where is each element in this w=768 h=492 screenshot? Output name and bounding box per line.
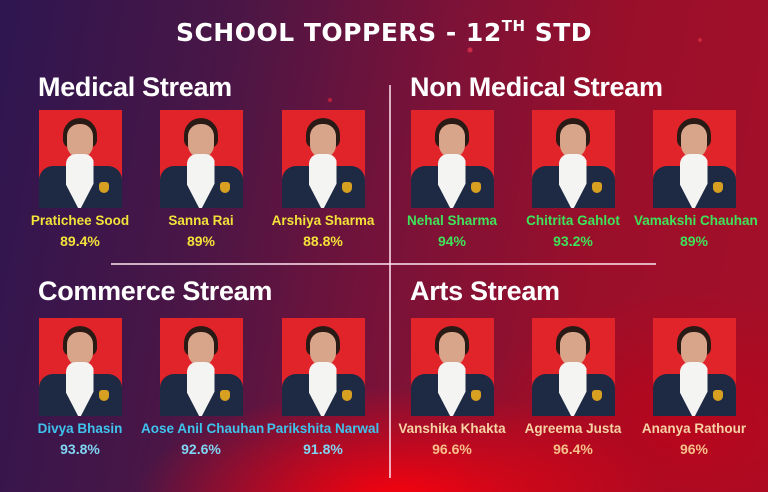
student-score: 89% [186, 233, 216, 249]
student-photo [281, 318, 365, 416]
student-score: 89% [679, 233, 709, 249]
student-score: 96.6% [432, 441, 472, 457]
student-photo [281, 110, 365, 208]
school-crest-icon [98, 182, 109, 193]
student-name: Sanna Rai [168, 213, 234, 228]
student-photo [159, 318, 243, 416]
student-score: 89.4% [60, 233, 100, 249]
school-crest-icon [98, 390, 109, 401]
student-card: Pratichee Sood 89.4% [20, 110, 140, 249]
student-score: 96% [679, 441, 709, 457]
student-score: 94% [437, 233, 467, 249]
school-crest-icon [470, 182, 481, 193]
student-name: Chitrita Gahlot [526, 213, 620, 228]
student-photo [652, 110, 736, 208]
student-card: Sanna Rai 89% [141, 110, 261, 249]
school-crest-icon [591, 182, 602, 193]
page-title: SCHOOL TOPPERS - 12TH STD [0, 17, 768, 47]
student-photo [410, 318, 494, 416]
student-name: Nehal Sharma [406, 213, 498, 228]
school-crest-icon [219, 390, 230, 401]
student-name: Vamakshi Chauhan [634, 213, 758, 228]
student-score: 91.8% [303, 441, 343, 457]
title-suffix: STD [525, 18, 593, 47]
student-photo [652, 318, 736, 416]
commerce-stream-heading: Commerce Stream [38, 276, 273, 306]
student-card: Vamakshi Chauhan 89% [634, 110, 758, 249]
student-photo [410, 110, 494, 208]
student-name: Agreema Justa [524, 421, 622, 436]
student-score: 96.4% [553, 441, 593, 457]
student-card: Ananya Rathour 96% [634, 318, 754, 457]
school-crest-icon [341, 390, 352, 401]
student-name: Vanshika Khakta [398, 421, 506, 436]
school-crest-icon [341, 182, 352, 193]
school-crest-icon [712, 390, 723, 401]
school-crest-icon [591, 390, 602, 401]
student-card: Parikshita Narwal 91.8% [263, 318, 383, 457]
student-name: Arshiya Sharma [271, 213, 375, 228]
student-name: Aose Anil Chauhan [141, 421, 265, 436]
student-name: Ananya Rathour [641, 421, 747, 436]
student-card: Agreema Justa 96.4% [513, 318, 633, 457]
student-score: 92.6% [181, 441, 221, 457]
school-crest-icon [219, 182, 230, 193]
student-card: Vanshika Khakta 96.6% [392, 318, 512, 457]
student-score: 93.8% [60, 441, 100, 457]
student-photo [38, 318, 122, 416]
horizontal-divider [111, 263, 656, 265]
student-photo [531, 318, 615, 416]
arts-stream-heading: Arts Stream [410, 276, 560, 306]
student-card: Arshiya Sharma 88.8% [263, 110, 383, 249]
student-card: Nehal Sharma 94% [392, 110, 512, 249]
student-score: 93.2% [553, 233, 593, 249]
student-score: 88.8% [303, 233, 343, 249]
student-name: Parikshita Narwal [266, 421, 380, 436]
title-main: SCHOOL TOPPERS - 12 [175, 18, 502, 47]
medical-stream-heading: Medical Stream [38, 72, 232, 102]
school-crest-icon [712, 182, 723, 193]
vertical-divider [389, 85, 391, 478]
student-name: Divya Bhasin [37, 421, 123, 436]
title-superscript: TH [501, 17, 526, 35]
student-card: Aose Anil Chauhan 92.6% [141, 318, 265, 457]
student-photo [159, 110, 243, 208]
student-photo [531, 110, 615, 208]
non-medical-stream-heading: Non Medical Stream [410, 72, 663, 102]
student-photo [38, 110, 122, 208]
student-card: Divya Bhasin 93.8% [20, 318, 140, 457]
school-crest-icon [470, 390, 481, 401]
student-card: Chitrita Gahlot 93.2% [513, 110, 633, 249]
student-name: Pratichee Sood [30, 213, 130, 228]
